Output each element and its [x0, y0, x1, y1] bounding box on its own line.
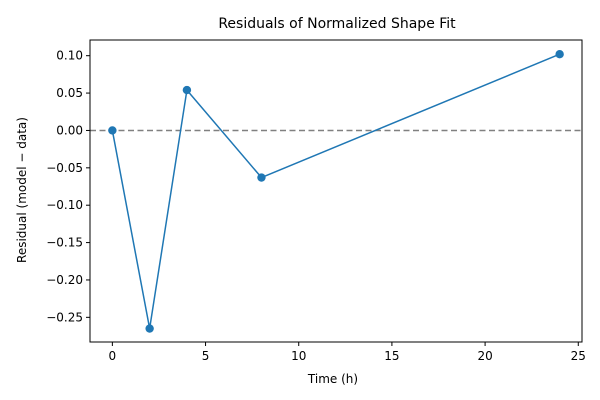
x-tick-label: 15: [384, 349, 399, 363]
y-tick-label: 0.05: [56, 86, 83, 100]
data-point: [108, 126, 117, 135]
data-point: [145, 324, 154, 333]
y-tick-label: 0.10: [56, 49, 83, 63]
x-tick-label: 20: [477, 349, 492, 363]
data-point: [182, 85, 192, 95]
y-axis-label: Residual (model − data): [15, 117, 29, 263]
x-axis-label: Time (h): [307, 372, 358, 386]
x-tick-label: 0: [109, 349, 117, 363]
y-tick-label: −0.25: [46, 310, 83, 324]
y-tick-label: 0.00: [56, 123, 83, 137]
y-tick-label: −0.15: [46, 236, 83, 250]
data-point: [555, 50, 564, 59]
y-tick-label: −0.10: [46, 198, 83, 212]
x-tick-label: 5: [202, 349, 210, 363]
plot-frame: [89, 39, 583, 343]
series-layer: [108, 50, 564, 333]
data-point: [257, 173, 266, 182]
y-tick-label: −0.05: [46, 161, 83, 175]
chart-title: Residuals of Normalized Shape Fit: [218, 16, 456, 32]
x-tick-label: 25: [571, 349, 586, 363]
y-tick-label: −0.20: [46, 273, 83, 287]
series-line: [111, 53, 560, 330]
x-tick-label: 10: [291, 349, 306, 363]
axes-layer: 0 5 10 15 20 25 0.10 0.05 0.00 −0.05 −0.10 −0.15 −0.…: [46, 39, 586, 363]
